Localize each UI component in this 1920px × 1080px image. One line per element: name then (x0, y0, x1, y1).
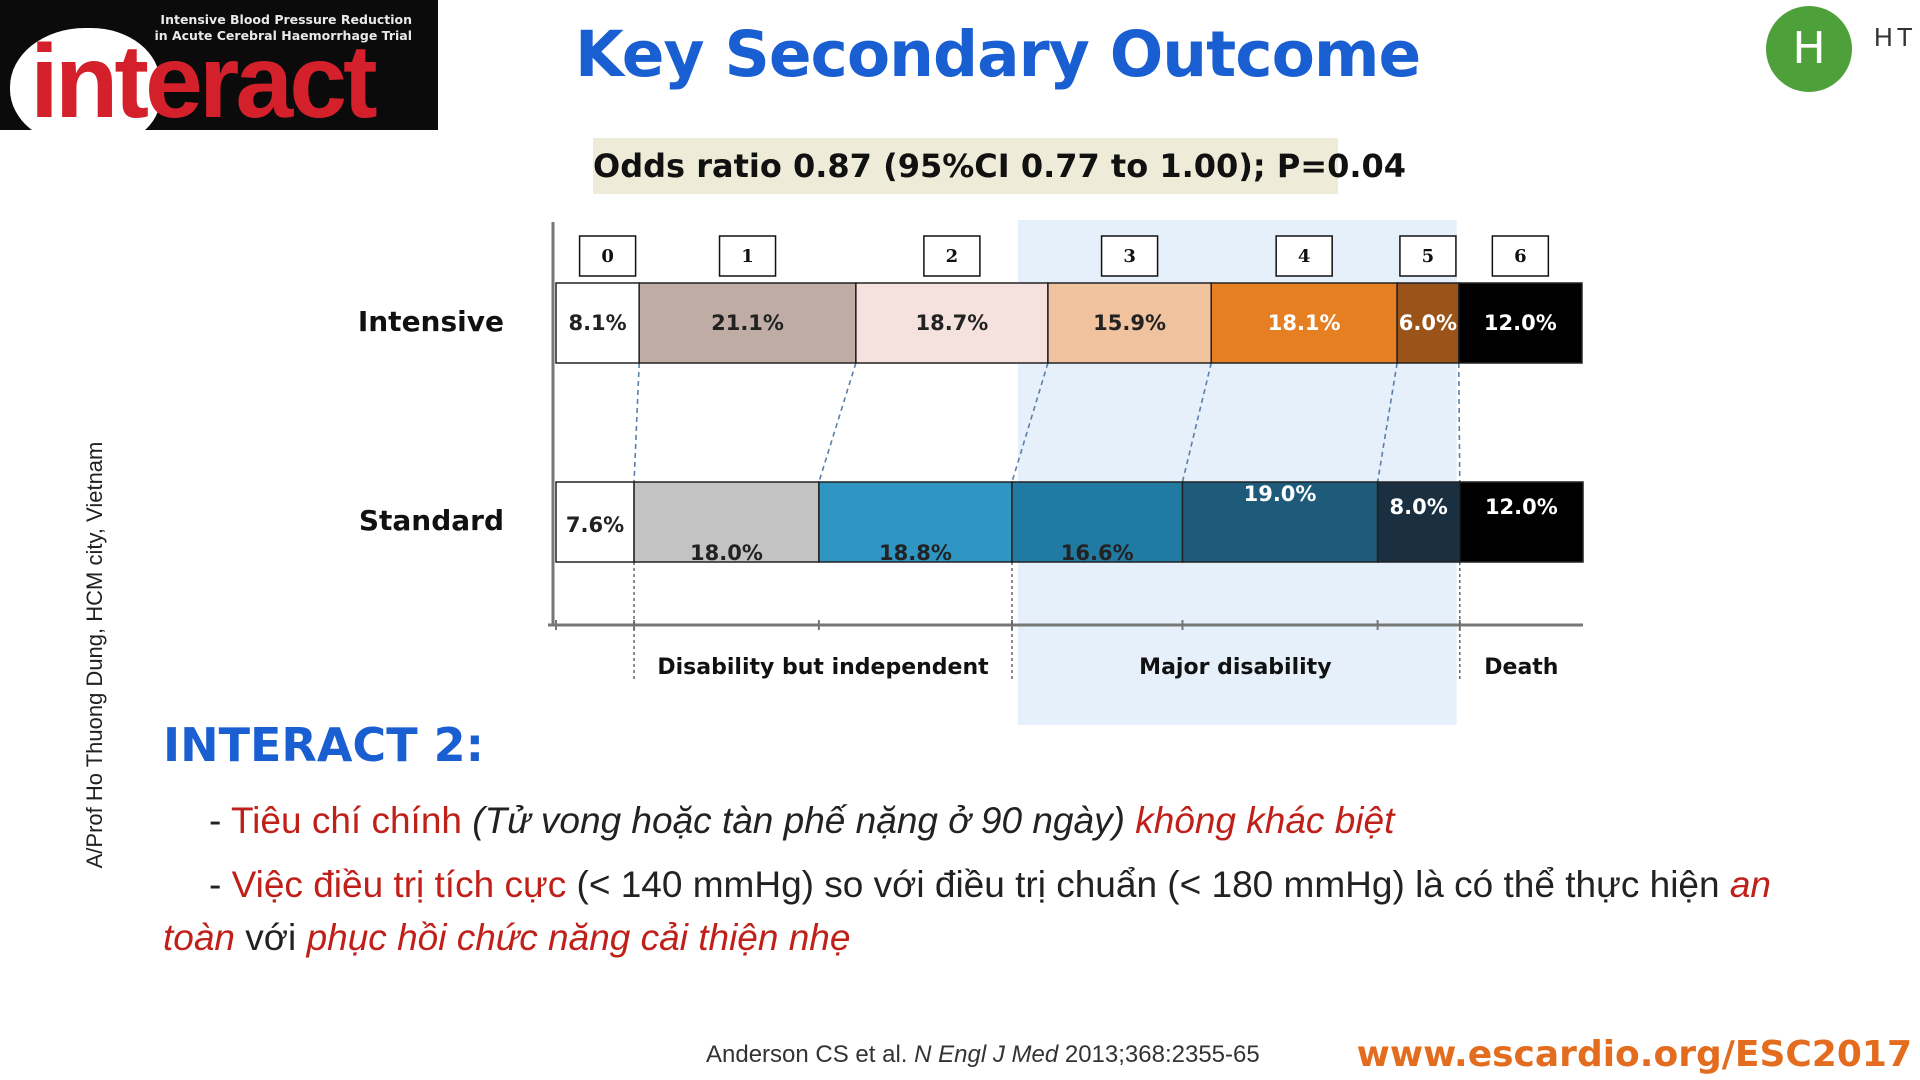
category-label: 5 (1422, 246, 1435, 267)
row-label-standard: Standard (359, 504, 504, 537)
connector-line (633, 362, 640, 483)
standard-bar-segment (1376, 481, 1461, 563)
category-label: 0 (601, 246, 614, 267)
group-label: Death (1484, 655, 1558, 680)
connector-line (818, 362, 857, 483)
category-box (578, 235, 637, 277)
intensive-value-label: 21.1% (711, 311, 784, 335)
standard-bar-segment (1181, 481, 1379, 563)
standard-bar-segment (633, 481, 820, 563)
standard-bar-segment (1459, 481, 1584, 563)
intensive-bar-segment (555, 282, 640, 364)
bullet-primary-outcome: - Tiêu chí chính (Tử vong hoặc tàn phế n… (209, 800, 1395, 841)
category-box (923, 235, 981, 277)
category-box (1275, 235, 1333, 277)
standard-bar-segment (555, 481, 635, 563)
category-label: 2 (946, 246, 959, 267)
intensive-value-label: 18.7% (915, 311, 988, 335)
intensive-bar-segment (1047, 282, 1212, 364)
section-heading: INTERACT 2: (163, 718, 484, 772)
category-label: 3 (1123, 246, 1136, 267)
interact-logo: Intensive Blood Pressure Reduction in Ac… (0, 0, 438, 130)
category-box (1399, 235, 1457, 277)
category-label: 6 (1514, 246, 1527, 267)
intensive-bar-segment (638, 282, 857, 364)
logo-subtitle: Intensive Blood Pressure Reduction in Ac… (154, 12, 412, 43)
standard-value-label: 16.6% (1061, 541, 1134, 565)
side-credit: A/Prof Ho Thuong Dung, HCM city, Vietnam (82, 441, 107, 869)
category-box (1100, 235, 1159, 277)
category-label: 1 (741, 246, 754, 267)
outcome-chart: 8.1% 21.1% 18.7% 15.9% 18.1% 6.0% 12.0% Intensi… (358, 220, 1584, 725)
logo-shape (10, 28, 160, 130)
logo-wordmark: interact (30, 24, 378, 130)
connector-line (1181, 362, 1213, 483)
conference-url[interactable]: www.escardio.org/ESC2017 (1356, 1034, 1912, 1075)
category-box (1491, 235, 1550, 277)
connector-line (1011, 362, 1049, 483)
intensive-value-label: 6.0% (1399, 311, 1457, 335)
intensive-value-label: 18.1% (1268, 311, 1341, 335)
intensive-bar-segment (1210, 282, 1398, 364)
category-label: 4 (1298, 246, 1311, 267)
presenter-avatar[interactable]: H (1766, 6, 1852, 92)
standard-bar-segment (1011, 481, 1184, 563)
intensive-bar-segment (855, 282, 1049, 364)
citation: Anderson CS et al. N Engl J Med 2013;368… (706, 1041, 1260, 1068)
standard-value-label: 7.6% (566, 513, 624, 537)
standard-value-label: 12.0% (1485, 495, 1558, 519)
intensive-value-label: 15.9% (1093, 311, 1166, 335)
standard-bar-segment (818, 481, 1013, 563)
standard-value-label: 19.0% (1244, 482, 1317, 506)
row-label-intensive: Intensive (358, 305, 504, 338)
group-label: Disability but independent (657, 655, 989, 680)
intensive-value-label: 12.0% (1484, 311, 1557, 335)
category-box (718, 235, 777, 277)
slide-title: Key Secondary Outcome (575, 18, 1421, 91)
intensive-bar-segment (1457, 282, 1583, 364)
presenter-initials: HT (1874, 22, 1917, 52)
bullet-safety: - Việc điều trị tích cực (< 140 mmHg) so… (163, 864, 1772, 958)
group-label: Major disability (1139, 655, 1331, 680)
standard-value-label: 8.0% (1390, 495, 1448, 519)
standard-value-label: 18.0% (690, 541, 763, 565)
intensive-bar-segment (1396, 282, 1460, 364)
connector-line (1457, 362, 1461, 483)
connector-line (1376, 362, 1398, 483)
odds-ratio-box: Odds ratio 0.87 (95%CI 0.77 to 1.00); P=… (593, 138, 1406, 194)
standard-value-label: 18.8% (879, 541, 952, 565)
intensive-value-label: 8.1% (568, 311, 626, 335)
